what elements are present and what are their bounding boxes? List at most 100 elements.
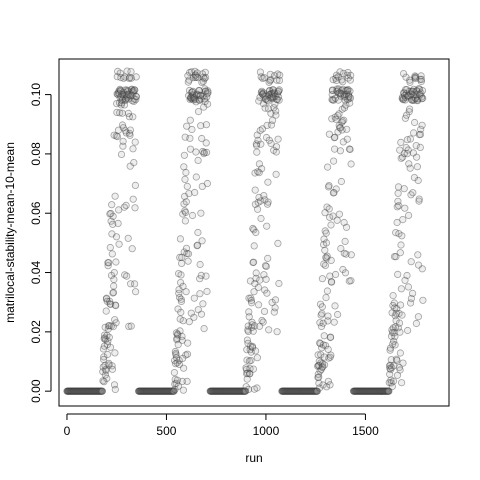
data-point <box>268 94 276 103</box>
data-point <box>385 378 393 387</box>
data-point <box>397 379 406 387</box>
data-point <box>123 67 131 75</box>
data-point <box>101 331 109 339</box>
data-point <box>207 387 215 395</box>
data-point <box>198 182 206 190</box>
data-point <box>191 73 200 82</box>
data-point <box>161 387 169 395</box>
data-point <box>413 87 421 95</box>
data-point <box>259 90 267 98</box>
data-point <box>180 364 188 372</box>
y-tick-label: 0.06 <box>29 201 43 225</box>
data-point <box>186 134 194 142</box>
data-point <box>257 165 266 173</box>
data-point <box>116 86 125 94</box>
data-point <box>183 350 192 358</box>
data-point <box>71 387 79 395</box>
data-point <box>330 145 339 153</box>
data-point <box>375 387 383 395</box>
data-point <box>328 96 336 104</box>
data-point <box>308 387 316 395</box>
data-point <box>249 365 257 373</box>
data-point <box>395 230 403 238</box>
data-point <box>404 92 412 101</box>
data-point <box>75 387 83 395</box>
data-point <box>299 387 307 395</box>
data-point <box>202 139 210 147</box>
data-point <box>201 95 209 103</box>
data-point <box>295 387 303 395</box>
data-point <box>373 387 381 395</box>
data-point <box>258 90 267 98</box>
data-point <box>323 287 331 295</box>
data-point <box>349 387 358 395</box>
data-point <box>247 294 255 302</box>
data-point <box>269 93 278 101</box>
data-point <box>411 74 419 83</box>
data-point <box>383 387 391 395</box>
data-point <box>109 288 118 296</box>
data-point <box>150 387 158 395</box>
data-point <box>119 88 128 97</box>
data-point <box>418 87 427 95</box>
data-point <box>182 168 190 177</box>
data-point <box>169 387 177 395</box>
data-point <box>125 322 133 330</box>
data-point <box>142 387 150 395</box>
data-point <box>373 387 381 395</box>
data-point <box>232 387 240 395</box>
data-point <box>325 213 334 221</box>
data-point <box>164 387 172 395</box>
data-point <box>188 95 196 103</box>
data-point <box>314 351 322 359</box>
data-point <box>364 387 372 395</box>
data-point <box>399 95 407 103</box>
data-point <box>417 77 425 86</box>
data-point <box>282 387 291 395</box>
data-point <box>124 88 132 96</box>
data-point <box>296 387 304 395</box>
data-point <box>255 193 263 201</box>
data-point <box>108 230 116 238</box>
data-point <box>112 132 120 140</box>
data-point <box>176 253 184 261</box>
data-point <box>197 122 205 130</box>
data-point <box>104 259 112 267</box>
data-point <box>195 96 204 105</box>
data-point <box>103 331 111 339</box>
data-point <box>255 160 263 168</box>
data-point <box>264 198 272 206</box>
data-point <box>199 77 207 86</box>
data-point <box>119 137 127 145</box>
data-point <box>203 93 211 101</box>
data-point <box>397 285 405 293</box>
data-point <box>80 387 88 395</box>
data-point <box>390 329 398 337</box>
data-point <box>286 387 295 395</box>
data-point <box>339 69 348 78</box>
data-point <box>248 321 256 329</box>
data-point <box>147 387 155 395</box>
data-point <box>179 317 187 325</box>
data-point <box>261 104 269 112</box>
data-point <box>242 383 250 391</box>
data-point <box>390 299 398 307</box>
data-point <box>118 99 126 107</box>
data-point <box>268 89 276 98</box>
data-point <box>398 93 406 102</box>
data-point <box>321 209 329 217</box>
data-point <box>172 379 180 387</box>
data-point <box>209 387 217 395</box>
data-point <box>403 86 411 94</box>
data-point <box>150 387 158 395</box>
data-point <box>294 387 302 395</box>
data-point <box>72 387 80 395</box>
data-point <box>232 387 240 395</box>
data-point <box>171 356 179 365</box>
data-point <box>273 96 281 104</box>
data-point <box>118 90 126 98</box>
data-point <box>415 85 423 93</box>
data-point <box>63 387 72 395</box>
data-point <box>346 94 355 102</box>
data-point <box>396 146 404 154</box>
